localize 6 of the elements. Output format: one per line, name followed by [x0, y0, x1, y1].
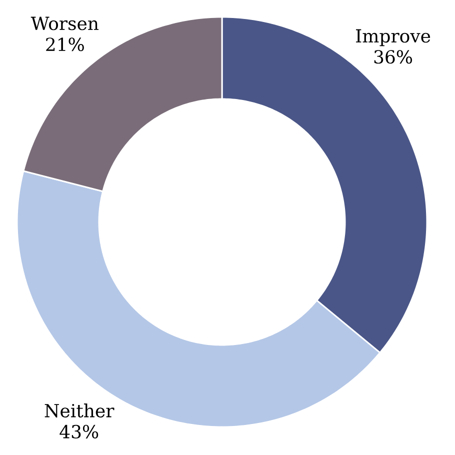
- slice-label: Improve: [356, 29, 430, 46]
- slice-label: Worsen: [30, 16, 99, 30]
- data-label: 43%: [60, 424, 98, 438]
- data-label: 36%: [374, 50, 412, 64]
- slice-label: Neither: [44, 404, 114, 418]
- data-label: 21%: [46, 38, 84, 52]
